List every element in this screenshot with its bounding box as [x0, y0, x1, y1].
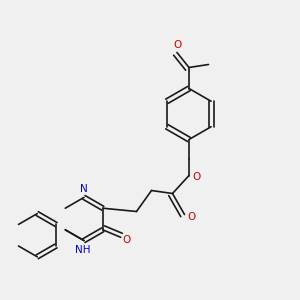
Text: O: O: [122, 235, 130, 245]
Text: O: O: [173, 40, 181, 50]
Text: NH: NH: [75, 245, 90, 255]
Text: N: N: [80, 184, 88, 194]
Text: O: O: [193, 172, 201, 182]
Text: O: O: [188, 212, 196, 223]
